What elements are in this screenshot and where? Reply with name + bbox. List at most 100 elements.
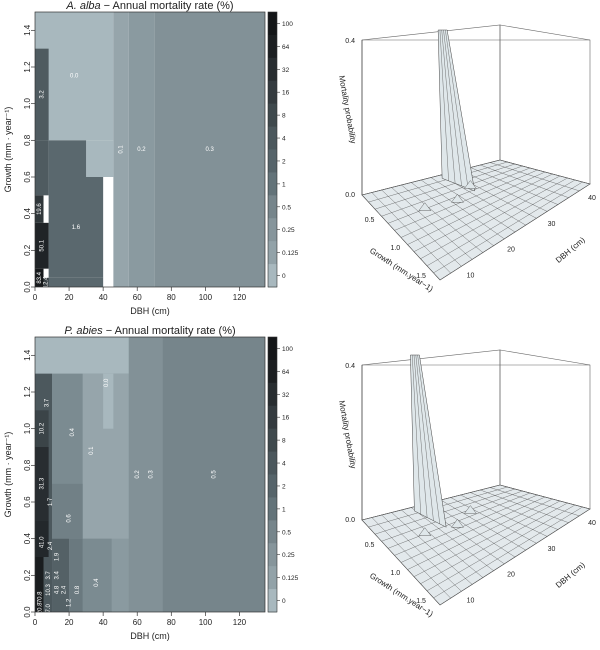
cell-label: 83.4 (37, 271, 43, 283)
surface-grid-line (411, 182, 494, 246)
surface-grid-line (430, 177, 516, 233)
colorbar-segment (268, 195, 277, 219)
colorbar-segment (268, 520, 277, 544)
growth-tick-label: 1.0 (390, 245, 400, 252)
surface-bump (418, 527, 432, 536)
colorbar-segment (268, 337, 277, 361)
z-tick-label: 0.4 (345, 363, 355, 370)
cell-label: 0.6 (67, 514, 73, 523)
surface-peak-line (417, 354, 441, 524)
colorbar-tick-label: 16 (282, 415, 290, 422)
surface-grid-line (430, 502, 516, 558)
surface-bump (451, 193, 464, 203)
surface-bump (451, 518, 464, 528)
cell-label: 7.0 (46, 604, 52, 613)
heat-cell (35, 520, 49, 557)
cell-label: 1.9 (55, 552, 61, 561)
colorbar-tick-label: 64 (282, 44, 290, 51)
colorbar-tick-label: 100 (282, 21, 293, 28)
surface-peak-line (415, 354, 434, 521)
surface-peak (410, 354, 447, 528)
y-tick-label: 0.8 (23, 459, 32, 471)
y-tick-label: 0.8 (23, 134, 32, 146)
surface-peak-line (413, 354, 428, 518)
x-axis-label: DBH (cm) (130, 631, 170, 641)
cell-label: 1.6 (72, 225, 81, 231)
z-axis-label: Mortality probability (337, 400, 358, 469)
heat-cell (103, 373, 114, 429)
surface-peak-line (441, 29, 456, 184)
cell-label: 4.8 (55, 585, 61, 594)
y-tick-label: 1.0 (23, 98, 32, 110)
heat-cell (43, 277, 104, 287)
surface-grid-line (490, 162, 580, 192)
surface-grid-line (381, 514, 462, 592)
y-tick-label: 0.0 (23, 606, 32, 618)
dbh-tick-label: 30 (548, 221, 556, 228)
chart-title-text: − Annual mortality rate (%) (101, 0, 234, 12)
cell-label: 0.8 (75, 585, 81, 594)
x-tick-label: 80 (167, 293, 176, 302)
heat-cell (35, 410, 49, 447)
cell-label: 0.1 (89, 446, 95, 455)
cell-label: 0.5 (211, 470, 217, 479)
colorbar-tick-label: 16 (282, 90, 290, 97)
heat-cell (35, 447, 49, 521)
y-tick-label: 1.4 (23, 349, 32, 361)
cell-label: 2.4 (48, 541, 54, 550)
chart-title: A. alba − Annual mortality rate (%) (65, 0, 233, 12)
colorbar-tick-label: 0.25 (282, 227, 295, 234)
surface-grid-line (440, 499, 526, 551)
dbh-axis-label: DBH (cm) (554, 560, 587, 590)
surface-bump (463, 180, 477, 189)
z-axis-label: Mortality probability (337, 75, 358, 144)
dbh-tick-label: 20 (507, 247, 515, 254)
surface-peak-line (443, 29, 462, 186)
dbh-tick-label: 10 (467, 598, 475, 605)
surface-grid-line (411, 507, 494, 571)
cell-label: 50.1 (39, 239, 45, 251)
x-tick-label: 100 (199, 618, 213, 627)
surface-grid-line (480, 164, 569, 198)
chart-title: P. abies − Annual mortality rate (%) (64, 325, 235, 337)
cell-label: 3.4 (55, 571, 61, 580)
cell-label: 3.7 (45, 398, 51, 407)
surface-grid-line (499, 159, 591, 185)
heatmap-p-abies: P. abies − Annual mortality rate (%) 3.7 0… (3, 325, 299, 641)
surface-bump (418, 202, 432, 211)
surface-grid-line (391, 187, 473, 260)
colorbar-segment (268, 241, 277, 265)
colorbar-segment (268, 149, 277, 173)
dbh-tick-label: 40 (588, 520, 596, 527)
surface-peak-line (412, 354, 421, 515)
colorbar-tick-label: 100 (282, 346, 293, 353)
surface-grid-line (450, 497, 537, 544)
cell-label: 0.4 (70, 428, 76, 437)
cell-label: 0.2 (137, 147, 146, 153)
surface-grid-line (470, 492, 558, 530)
surface-grid-line (499, 484, 591, 510)
x-tick-label: 80 (167, 618, 176, 627)
heat-cell (52, 483, 83, 539)
growth-tick-label: 0.5 (365, 217, 375, 224)
colorbar-tick-label: 1 (282, 181, 286, 188)
y-tick-label: 0.4 (23, 533, 32, 545)
x-tick-label: 120 (233, 618, 247, 627)
colorbar-segment (268, 405, 277, 430)
cell-label: 0.3 (205, 147, 214, 153)
cell-label: 41.0 (39, 536, 45, 548)
surface-grid-line (371, 517, 451, 599)
colorbar-segment (268, 589, 277, 613)
colorbar-segment (268, 218, 277, 242)
surface-grid-line (460, 169, 548, 212)
cell-label: 3.7 (46, 571, 52, 580)
cell-label: 0.1 (119, 145, 125, 154)
cell-label: 0.4 (94, 578, 100, 587)
colorbar-segment (268, 497, 277, 521)
colorbar-segment (268, 382, 277, 407)
dbh-tick-label: 20 (507, 572, 515, 579)
y-tick-label: 1.2 (23, 61, 32, 73)
colorbar-tick-label: 64 (282, 369, 290, 376)
